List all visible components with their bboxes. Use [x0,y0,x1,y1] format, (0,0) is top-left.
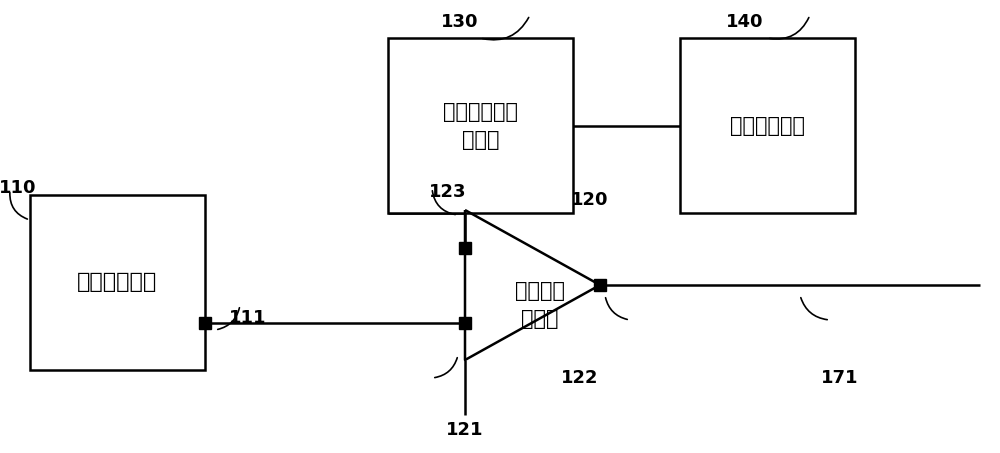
Text: 第一通信设备: 第一通信设备 [77,273,158,293]
Text: 第一光编码识
别设备: 第一光编码识 别设备 [443,101,518,149]
Text: 120: 120 [571,191,609,209]
Text: 111: 111 [229,309,267,327]
Bar [680,38,855,213]
Text: 第一光学
分波器: 第一光学 分波器 [515,281,565,329]
Text: 110: 110 [0,179,37,197]
Text: 121: 121 [446,421,484,439]
Bar [30,195,205,370]
Text: 130: 130 [441,13,479,31]
Text: 171: 171 [821,369,859,387]
Bar [388,38,573,213]
Text: 140: 140 [726,13,764,31]
Text: 123: 123 [429,183,467,201]
Text: 光缆管理单元: 光缆管理单元 [730,116,805,135]
Text: 122: 122 [561,369,599,387]
